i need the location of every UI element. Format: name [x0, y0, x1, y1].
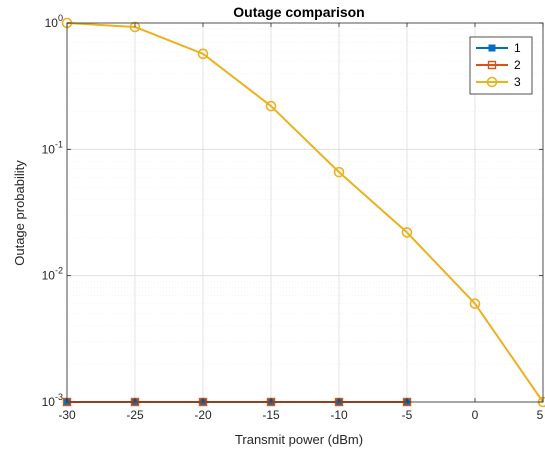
x-tick-label: 5	[537, 408, 544, 422]
x-tick-label: 0	[472, 408, 479, 422]
data-point-3	[333, 166, 345, 178]
x-tick-label: -20	[194, 408, 212, 422]
x-axis-label: Transmit power (dBm)	[235, 432, 363, 447]
y-tick-label: 10-1	[42, 139, 63, 156]
data-point-3	[129, 21, 141, 33]
legend-label: 2	[514, 58, 521, 72]
plot-area	[67, 23, 543, 402]
tick-labels: -30 -25 -20 -15 -10 -5 0 5 100 10-1 10-2 10-3	[42, 13, 544, 422]
series-line-3	[66, 22, 544, 403]
axis-ticks	[66, 22, 544, 403]
data-point-3	[197, 48, 209, 60]
x-tick-label: -15	[262, 408, 280, 422]
plot-frame	[66, 22, 544, 403]
chart-title: Outage comparison	[233, 4, 364, 20]
legend-label: 1	[514, 41, 521, 55]
x-tick-label: -10	[330, 408, 348, 422]
x-tick-label: -30	[58, 408, 76, 422]
legend-marker	[488, 44, 496, 52]
legend: 1 2 3	[469, 36, 533, 95]
legend-label: 3	[514, 75, 521, 89]
legend-entry-2: 2	[476, 58, 521, 72]
legend-marker	[487, 60, 497, 70]
data-point-3	[265, 100, 277, 112]
y-tick-label: 10-2	[42, 266, 63, 283]
data-point-3	[401, 227, 413, 238]
x-tick-label: -25	[126, 408, 144, 422]
y-tick-label: 100	[45, 13, 63, 30]
y-tick-label: 10-3	[42, 392, 63, 409]
legend-marker	[486, 76, 498, 88]
x-tick-label: -5	[402, 408, 413, 422]
data-point-3	[469, 298, 481, 309]
legend-entry-3: 3	[476, 75, 521, 89]
y-axis-label: Outage probability	[12, 160, 27, 266]
legend-entry-1: 1	[476, 41, 521, 55]
series-3	[61, 17, 545, 408]
